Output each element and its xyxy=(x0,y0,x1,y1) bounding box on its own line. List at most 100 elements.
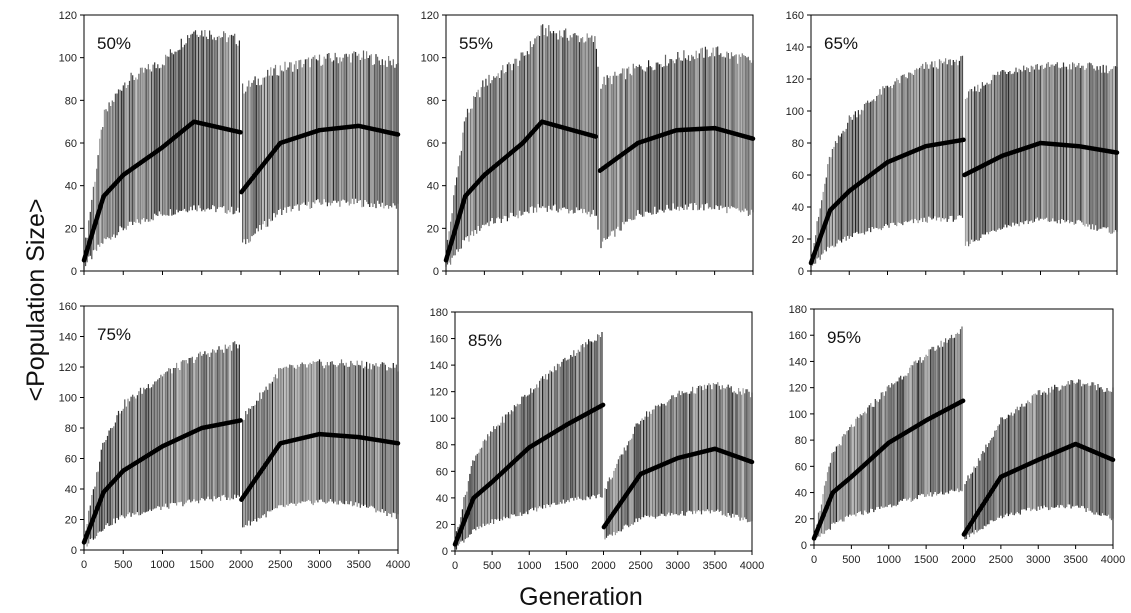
y-tick-label: 20 xyxy=(65,515,77,527)
error-bars xyxy=(83,30,399,270)
y-tick-label: 140 xyxy=(59,332,77,344)
x-tick-label: 0 xyxy=(81,559,87,571)
y-tick-label: 160 xyxy=(59,301,77,313)
x-tick-label: 3500 xyxy=(347,559,371,571)
panel-4: 0 20 40 60 80 100 120 140 160 0 500 1000 1500 2000 250… xyxy=(59,301,411,571)
y-tick-label: 0 xyxy=(71,545,77,557)
mean-line-segment-1 xyxy=(81,418,243,545)
y-tick-label: 160 xyxy=(786,10,804,22)
y-tick-label: 60 xyxy=(795,461,807,473)
panel-label: 65% xyxy=(824,34,858,53)
y-tick-label: 80 xyxy=(795,435,807,447)
y-tick-label: 40 xyxy=(792,202,804,214)
y-tick-label: 40 xyxy=(436,493,448,505)
mean-line-segment-2 xyxy=(239,123,401,195)
y-tick-label: 100 xyxy=(789,409,807,421)
error-bars xyxy=(810,55,1118,268)
y-tick-label: 60 xyxy=(427,138,439,150)
panel-2: 0 20 40 60 80 100 120 55% xyxy=(421,10,756,278)
mean-line-segment-2 xyxy=(239,431,401,502)
y-tick-label: 160 xyxy=(789,330,807,342)
y-tick-label: 120 xyxy=(786,74,804,86)
error-bars xyxy=(454,332,753,550)
error-bars xyxy=(83,341,399,550)
x-tick-label: 4000 xyxy=(740,560,764,572)
x-tick-label: 3000 xyxy=(307,559,331,571)
y-tick-label: 60 xyxy=(436,466,448,478)
y-tick-label: 80 xyxy=(792,138,804,150)
y-tick-label: 180 xyxy=(430,307,448,319)
mean-line-segment-1 xyxy=(808,137,966,266)
mean-line-segment-2 xyxy=(961,441,1116,537)
y-tick-label: 0 xyxy=(442,546,448,558)
y-tick-label: 120 xyxy=(430,387,448,399)
x-tick-label: 500 xyxy=(483,560,501,572)
y-tick-label: 60 xyxy=(65,138,77,150)
panel-label: 85% xyxy=(468,331,502,350)
y-tick-label: 40 xyxy=(795,488,807,500)
x-tick-label: 1000 xyxy=(877,554,901,566)
y-tick-label: 100 xyxy=(786,106,804,118)
mean-line-segment-1 xyxy=(452,402,606,547)
x-tick-label: 2500 xyxy=(989,554,1013,566)
error-bars xyxy=(813,326,1114,541)
y-tick-label: 80 xyxy=(427,95,439,107)
x-tick-label: 1000 xyxy=(517,560,541,572)
y-tick-label: 100 xyxy=(430,413,448,425)
panel-6: 0 20 40 60 80 100 120 140 160 180 0 500 1000 1500 2000… xyxy=(789,304,1126,566)
y-tick-label: 140 xyxy=(786,42,804,54)
y-tick-label: 20 xyxy=(792,234,804,246)
mean-line-segment-2 xyxy=(601,446,755,530)
y-tick-label: 140 xyxy=(430,360,448,372)
y-tick-label: 100 xyxy=(59,53,77,65)
x-tick-label: 3500 xyxy=(703,560,727,572)
y-tick-label: 120 xyxy=(421,10,439,22)
x-tick-label: 500 xyxy=(842,554,860,566)
x-tick-label: 1500 xyxy=(554,560,578,572)
y-tick-label: 80 xyxy=(436,440,448,452)
panel-5: 0 20 40 60 80 100 120 140 160 180 0 500 1000 1500 2000… xyxy=(430,307,765,572)
x-tick-label: 2500 xyxy=(628,560,652,572)
y-tick-label: 120 xyxy=(59,10,77,22)
x-tick-label: 4000 xyxy=(386,559,410,571)
x-tick-label: 0 xyxy=(811,554,817,566)
y-axis-label: <Population Size> xyxy=(22,199,50,402)
x-tick-label: 2500 xyxy=(268,559,292,571)
x-tick-label: 4000 xyxy=(1101,554,1125,566)
y-tick-label: 40 xyxy=(65,484,77,496)
panel-3: 0 20 40 60 80 100 120 140 160 65% xyxy=(786,10,1120,278)
mean-line-segment-1 xyxy=(811,398,966,541)
mean-line-segment-2 xyxy=(962,140,1120,178)
y-tick-label: 180 xyxy=(789,304,807,316)
x-tick-label: 0 xyxy=(452,560,458,572)
y-tick-label: 60 xyxy=(65,454,77,466)
y-tick-label: 60 xyxy=(792,170,804,182)
panel-label: 95% xyxy=(827,328,861,347)
mean-line-segment-2 xyxy=(597,125,756,173)
y-tick-label: 100 xyxy=(59,393,77,405)
panel-label: 55% xyxy=(459,34,493,53)
x-tick-label: 3500 xyxy=(1063,554,1087,566)
y-tick-label: 0 xyxy=(798,266,804,278)
x-tick-label: 2000 xyxy=(591,560,615,572)
panel-label: 75% xyxy=(97,325,131,344)
mean-line-segment-1 xyxy=(81,119,243,263)
y-tick-label: 40 xyxy=(427,181,439,193)
x-tick-label: 3000 xyxy=(666,560,690,572)
y-tick-label: 20 xyxy=(795,514,807,526)
y-tick-label: 20 xyxy=(65,223,77,235)
y-tick-label: 20 xyxy=(436,519,448,531)
x-tick-label: 1500 xyxy=(190,559,214,571)
y-tick-label: 0 xyxy=(433,266,439,278)
y-tick-label: 140 xyxy=(789,356,807,368)
y-tick-label: 160 xyxy=(430,334,448,346)
x-axis-label: Generation xyxy=(519,583,643,611)
mean-line-segment-1 xyxy=(443,119,598,263)
y-tick-label: 120 xyxy=(789,383,807,395)
x-tick-label: 2000 xyxy=(229,559,253,571)
panel-label: 50% xyxy=(97,34,131,53)
y-tick-label: 80 xyxy=(65,423,77,435)
x-tick-label: 1500 xyxy=(914,554,938,566)
x-tick-label: 500 xyxy=(114,559,132,571)
